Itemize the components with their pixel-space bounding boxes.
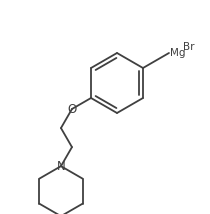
Text: Mg: Mg — [170, 48, 185, 58]
Text: N: N — [56, 160, 65, 173]
Text: O: O — [67, 103, 77, 116]
Text: Br: Br — [183, 42, 194, 52]
